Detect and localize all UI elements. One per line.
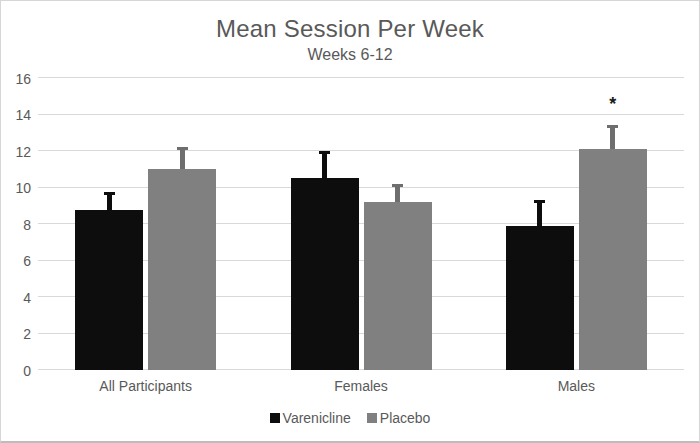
y-tick-label: 14 [1, 107, 31, 123]
bar-chart: Mean Session Per Week Weeks 6-12 0246810… [0, 0, 700, 443]
error-bar [534, 200, 545, 226]
bar-varenicline-0 [75, 210, 143, 370]
bar-placebo-0 [148, 169, 216, 370]
significance-asterisk: * [609, 95, 616, 113]
legend-swatch-icon [270, 413, 280, 423]
bar-placebo-1 [364, 202, 432, 370]
bar-placebo-2 [579, 149, 647, 370]
y-tick-label: 10 [1, 180, 31, 196]
y-tick-label: 8 [1, 217, 31, 233]
legend-label: Placebo [380, 410, 431, 426]
error-bar [607, 125, 618, 149]
error-bar-stem [180, 150, 185, 169]
legend-swatch-icon [367, 413, 377, 423]
error-bar-stem [107, 195, 112, 210]
gridline [38, 77, 684, 78]
legend-item-placebo: Placebo [367, 410, 431, 426]
error-bar-stem [610, 128, 615, 149]
bar-varenicline-2 [506, 226, 574, 370]
y-tick-label: 4 [1, 290, 31, 306]
error-bar [104, 192, 115, 210]
error-bar [319, 151, 330, 178]
x-category-label: All Participants [99, 378, 192, 394]
chart-subtitle: Weeks 6-12 [1, 46, 699, 64]
y-tick-label: 16 [1, 71, 31, 87]
legend-label: Varenicline [283, 410, 351, 426]
error-bar [177, 147, 188, 169]
y-tick-label: 6 [1, 253, 31, 269]
error-bar [392, 184, 403, 202]
gridline [38, 114, 684, 115]
bar-varenicline-1 [291, 178, 359, 370]
x-category-label: Females [334, 378, 388, 394]
error-bar-stem [537, 203, 542, 226]
legend: Varenicline Placebo [1, 410, 699, 426]
x-axis-labels: All Participants Females Males [38, 378, 684, 398]
y-tick-label: 0 [1, 363, 31, 379]
chart-title: Mean Session Per Week [1, 15, 699, 43]
plot-area: 0246810121416* [38, 78, 684, 370]
x-category-label: Males [558, 378, 595, 394]
y-tick-label: 12 [1, 144, 31, 160]
error-bar-stem [395, 187, 400, 202]
y-tick-label: 2 [1, 326, 31, 342]
error-bar-stem [322, 154, 327, 178]
legend-item-varenicline: Varenicline [270, 410, 351, 426]
